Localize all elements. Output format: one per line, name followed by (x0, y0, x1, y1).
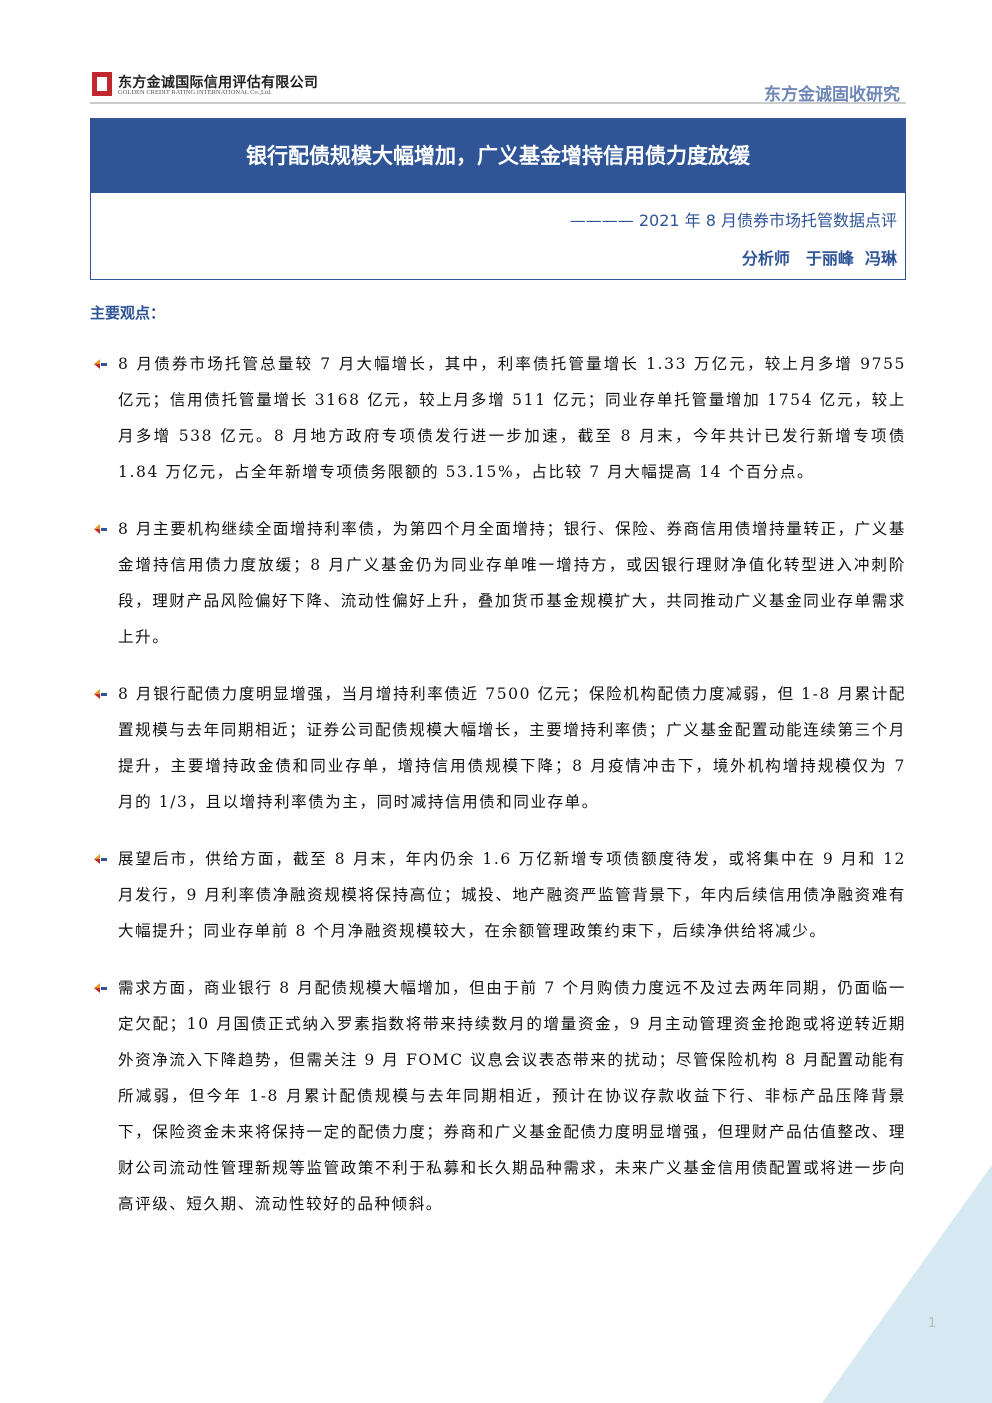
point: 展望后市，供给方面，截至 8 月末，年内仍余 1.6 万亿新增专项债额度待发，或… (90, 841, 906, 949)
point-text: 需求方面，商业银行 8 月配债规模大幅增加，但由于前 7 个月购债力度远不及过去… (118, 979, 906, 1213)
company-cn: 东方金诚国际信用评估有限公司 (118, 75, 319, 91)
series-name: 东方金诚固收研究 (764, 85, 900, 105)
point: 需求方面，商业银行 8 月配债规模大幅增加，但由于前 7 个月购债力度远不及过去… (90, 970, 906, 1222)
point: 8 月主要机构继续全面增持利率债，为第四个月全面增持；银行、保险、券商信用债增持… (90, 511, 906, 655)
title-box: 银行配债规模大幅增加，广义基金增持信用债力度放缓 ———— 2021 年 8 月… (90, 118, 906, 280)
subtitle: ———— 2021 年 8 月债券市场托管数据点评 (569, 211, 897, 230)
point-text: 展望后市，供给方面，截至 8 月末，年内仍余 1.6 万亿新增专项债额度待发，或… (118, 850, 906, 940)
bullet-icon (94, 854, 107, 864)
bullet-icon (94, 524, 107, 534)
bullet-icon (94, 983, 107, 993)
company-en: GOLDEN CREDIT RATING INTERNATIONAL Co.,L… (118, 89, 272, 96)
title: 银行配债规模大幅增加，广义基金增持信用债力度放缓 (91, 119, 905, 193)
point: 8 月债券市场托管总量较 7 月大幅增长，其中，利率债托管量增长 1.33 万亿… (90, 346, 906, 490)
point: 8 月银行配债力度明显增强，当月增持利率债近 7500 亿元；保险机构配债力度减… (90, 676, 906, 820)
point-text: 8 月银行配债力度明显增强，当月增持利率债近 7500 亿元；保险机构配债力度减… (118, 685, 906, 811)
point-text: 8 月主要机构继续全面增持利率债，为第四个月全面增持；银行、保险、券商信用债增持… (118, 520, 906, 646)
points: 8 月债券市场托管总量较 7 月大幅增长，其中，利率债托管量增长 1.33 万亿… (90, 346, 906, 1243)
bullet-icon (94, 359, 107, 369)
bullet-icon (94, 689, 107, 699)
section-heading: 主要观点： (90, 304, 166, 322)
analysts: 分析师 于丽峰 冯琳 (741, 249, 897, 268)
point-text: 8 月债券市场托管总量较 7 月大幅增长，其中，利率债托管量增长 1.33 万亿… (118, 355, 906, 481)
page-number: 1 (928, 1316, 937, 1331)
corner-decor (822, 1165, 992, 1403)
logo-mark-inner (97, 77, 107, 91)
